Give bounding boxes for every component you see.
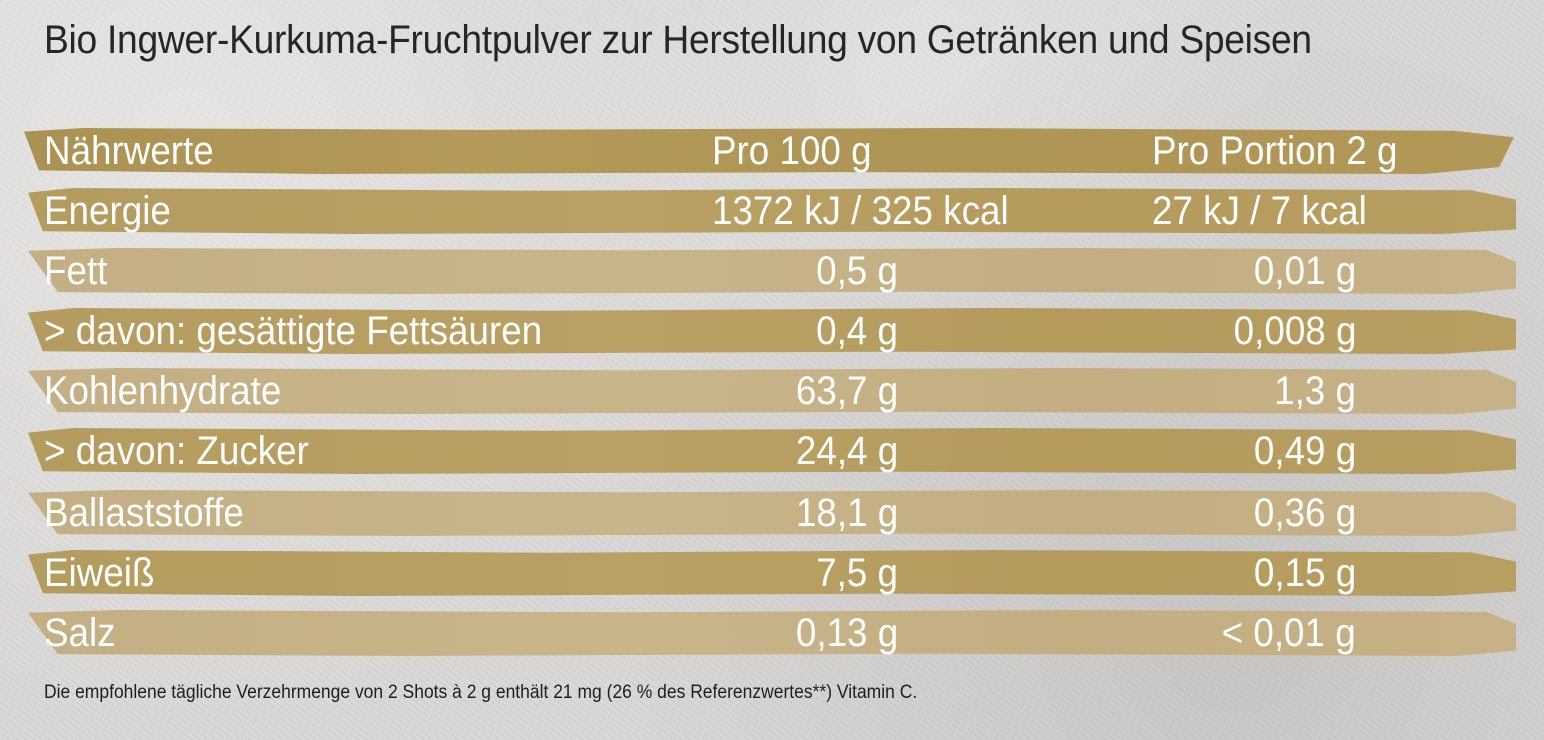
row-per-100g: 24,4 g (795, 429, 898, 473)
table-row: Energie 1372 kJ / 325 kcal 27 kJ / 7 kca… (0, 186, 1544, 236)
row-per-portion: 0,15 g (1253, 551, 1356, 595)
header-per-100g: Pro 100 g (712, 129, 872, 173)
table-row: Kohlenhydrate 63,7 g 1,3 g (0, 366, 1544, 416)
header-per-portion: Pro Portion 2 g (1152, 129, 1398, 173)
row-per-100g: 7,5 g (816, 551, 898, 595)
row-per-portion: < 0,01 g (1221, 611, 1356, 655)
footnote: Die empfohlene tägliche Verzehrmenge von… (44, 682, 918, 703)
row-label: Eiweiß (44, 551, 155, 595)
header-label: Nährwerte (44, 129, 214, 173)
page-title: Bio Ingwer-Kurkuma-Fruchtpulver zur Hers… (44, 18, 1312, 62)
row-label: Fett (44, 249, 108, 293)
row-label: Ballaststoffe (44, 491, 244, 535)
row-per-portion: 1,3 g (1274, 369, 1356, 413)
row-per-100g: 0,4 g (816, 309, 898, 353)
row-per-100g: 63,7 g (795, 369, 898, 413)
row-per-100g: 18,1 g (795, 491, 898, 535)
row-per-portion: 0,36 g (1253, 491, 1356, 535)
row-label: Energie (44, 189, 171, 233)
row-label: > davon: gesättigte Fettsäuren (44, 309, 543, 353)
row-band (28, 428, 1516, 474)
row-per-100g: 1372 kJ / 325 kcal (712, 189, 1009, 233)
row-band (28, 308, 1516, 354)
row-per-portion: 0,008 g (1233, 309, 1356, 353)
row-band (28, 188, 1516, 234)
row-per-portion: 0,01 g (1253, 249, 1356, 293)
row-per-portion: 0,49 g (1253, 429, 1356, 473)
table-row: Eiweiß 7,5 g 0,15 g (0, 548, 1544, 598)
row-band (24, 128, 1514, 174)
table-header-row: Nährwerte Pro 100 g Pro Portion 2 g (0, 126, 1544, 176)
row-band (28, 610, 1516, 656)
row-per-100g: 0,13 g (795, 611, 898, 655)
row-per-portion: 27 kJ / 7 kcal (1152, 189, 1367, 233)
row-label: Salz (44, 611, 116, 655)
table-row: Ballaststoffe 18,1 g 0,36 g (0, 488, 1544, 538)
row-band (28, 550, 1516, 596)
row-band (28, 248, 1516, 294)
row-band (28, 368, 1516, 414)
table-row: Salz 0,13 g < 0,01 g (0, 608, 1544, 658)
row-band (28, 490, 1516, 536)
table-row: Fett 0,5 g 0,01 g (0, 246, 1544, 296)
table-row: > davon: Zucker 24,4 g 0,49 g (0, 426, 1544, 476)
row-label: > davon: Zucker (44, 429, 309, 473)
row-label: Kohlenhydrate (44, 369, 282, 413)
row-per-100g: 0,5 g (816, 249, 898, 293)
table-row: > davon: gesättigte Fettsäuren 0,4 g 0,0… (0, 306, 1544, 356)
